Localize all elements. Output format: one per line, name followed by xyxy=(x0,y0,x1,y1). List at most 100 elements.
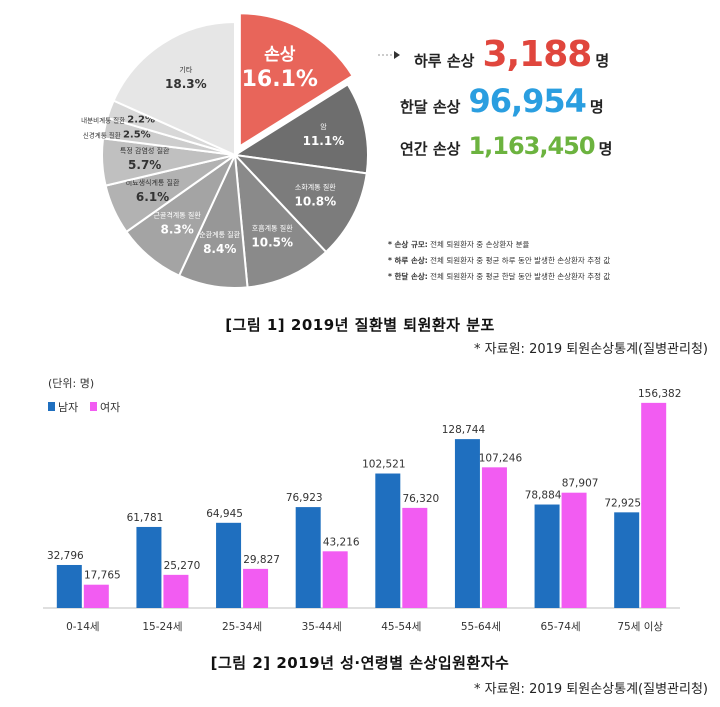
figure1-caption: [그림 1] 2019년 질환별 퇴원환자 분포 xyxy=(225,316,495,334)
pie-slice-name: 호흡계통 질환 xyxy=(252,223,293,232)
pie-label: 내분비계통 질환 2.2% xyxy=(81,114,155,125)
bar-male xyxy=(534,504,560,608)
pie-slice-name: 근골격계통 질환 xyxy=(153,211,201,220)
unit-label: (단위: 명) xyxy=(48,377,94,390)
stat-yearly-value: 1,163,450 xyxy=(468,132,595,160)
pie-slice-value: 2.5% xyxy=(123,129,151,140)
pie-slice xyxy=(238,12,354,149)
bar-female xyxy=(481,467,507,608)
stat-yearly: 연간 손상 1,163,450 명 xyxy=(400,132,612,160)
bar-value-label: 78,884 xyxy=(525,490,562,502)
x-tick-label: 15-24세 xyxy=(142,621,182,633)
x-tick-label: 65-74세 xyxy=(540,621,580,633)
pie-label: 순환계통 질환 8.4% xyxy=(199,230,240,256)
legend-label: 남자 xyxy=(58,401,78,414)
bar-value-label: 64,945 xyxy=(206,508,243,520)
pie-slice-name: 암 xyxy=(320,123,327,131)
pie-slice xyxy=(233,152,328,289)
bar-value-label: 156,382 xyxy=(638,388,681,400)
pie-label: 근골격계통 질환 8.3% xyxy=(153,211,201,237)
pie-slice-name: 내분비계통 질환 xyxy=(81,115,125,124)
legend: 남자 여자 xyxy=(48,401,120,414)
pie-slice-value: 8.3% xyxy=(160,223,193,237)
pie-slice-name: 순환계통 질환 xyxy=(199,230,240,239)
bar-value-label: 25,270 xyxy=(164,560,201,572)
bar-female xyxy=(561,492,587,608)
pie-slice xyxy=(232,153,368,254)
x-tick-label: 25-34세 xyxy=(222,621,262,633)
bar-value-label: 87,907 xyxy=(562,478,599,490)
pie-slice-value: 8.4% xyxy=(203,242,236,256)
bar-female xyxy=(163,574,189,608)
pie-slice-name: 소화계통 질환 xyxy=(295,183,336,192)
bar-value-label: 32,796 xyxy=(47,550,84,562)
pie-slice-name: 기타 xyxy=(179,65,192,74)
bar-male xyxy=(56,564,82,608)
pie-slice-name: 손상 xyxy=(264,45,296,65)
legend-swatch xyxy=(90,402,97,411)
definition-notes: * 손상 규모: 전체 퇴원환자 중 손상환자 분율 * 하루 손상: 전체 퇴… xyxy=(388,237,610,285)
note-scale: * 손상 규모: 전체 퇴원환자 중 손상환자 분율 xyxy=(388,240,530,249)
pie-label: 호흡계통 질환 10.5% xyxy=(251,223,293,249)
stat-daily: 하루 손상 3,188 명 xyxy=(414,34,609,75)
pie-slice-value: 6.1% xyxy=(136,190,169,204)
pie-slice-value: 5.7% xyxy=(128,158,161,172)
bar-value-label: 76,923 xyxy=(286,492,323,504)
note-monthly: * 한달 손상: 전체 퇴원환자 중 평균 한달 동안 발생한 손상환자 추정 … xyxy=(388,272,611,281)
arrow-icon xyxy=(378,51,400,59)
pie-label: 기타 18.3% xyxy=(165,65,207,91)
stat-yearly-unit: 명 xyxy=(598,140,613,158)
bar-value-label: 128,744 xyxy=(442,424,486,436)
bar-male xyxy=(454,439,480,608)
pie-slice-name: 비뇨생식계통 질환 xyxy=(126,178,180,187)
bar-female xyxy=(322,551,348,608)
bar-female xyxy=(243,568,269,608)
stat-monthly-unit: 명 xyxy=(589,98,604,116)
pie-label: 소화계통 질환 10.8% xyxy=(295,183,337,209)
bar-female xyxy=(83,584,109,608)
figure2-source: * 자료원: 2019 퇴원손상통계(질병관리청) xyxy=(474,682,708,697)
bar-female xyxy=(402,507,428,608)
bar-male xyxy=(295,507,321,608)
pie-slice xyxy=(112,20,236,157)
x-tick-label: 0-14세 xyxy=(66,621,100,633)
stat-monthly-value: 96,954 xyxy=(468,82,586,120)
bar-value-label: 17,765 xyxy=(84,570,121,582)
pie-label: 신경계통 질환 2.5% xyxy=(83,129,151,140)
bar-male xyxy=(216,522,242,608)
x-tick-label: 55-64세 xyxy=(461,621,501,633)
bar-male xyxy=(136,526,162,608)
bar-value-label: 72,925 xyxy=(604,497,641,509)
bar-female xyxy=(641,402,667,608)
bar-value-label: 43,216 xyxy=(323,536,360,548)
pie-slice xyxy=(232,83,369,175)
bar-value-label: 102,521 xyxy=(362,459,405,471)
bar-value-label: 61,781 xyxy=(127,512,164,524)
pie-slice-value: 2.2% xyxy=(127,114,155,125)
stat-daily-label: 하루 손상 xyxy=(414,52,475,70)
pie-slice-value: 10.5% xyxy=(251,235,293,249)
pie-slice-value: 11.1% xyxy=(303,134,345,148)
stat-monthly: 한달 손상 96,954 명 xyxy=(400,82,604,120)
figure2-caption: [그림 2] 2019년 성·연령별 손상입원환자수 xyxy=(210,654,510,672)
pie-slice-value: 16.1% xyxy=(242,67,318,92)
bar-value-label: 29,827 xyxy=(243,554,280,566)
pie-slice-value: 10.8% xyxy=(295,195,337,209)
note-daily: * 하루 손상: 전체 퇴원환자 중 평균 하루 동안 발생한 손상환자 추정 … xyxy=(388,256,611,265)
figure1-source: * 자료원: 2019 퇴원손상통계(질병관리청) xyxy=(474,342,708,357)
legend-swatch xyxy=(48,402,55,411)
bar-male xyxy=(375,473,401,608)
bar-value-label: 107,246 xyxy=(479,452,523,464)
stat-daily-value: 3,188 xyxy=(482,34,592,75)
x-tick-label: 35-44세 xyxy=(302,621,342,633)
pie-slice-value: 18.3% xyxy=(165,77,207,91)
pie-slice-name: 신경계통 질환 xyxy=(83,130,121,139)
bar-value-label: 76,320 xyxy=(402,493,439,505)
stat-yearly-label: 연간 손상 xyxy=(400,140,461,158)
stat-monthly-label: 한달 손상 xyxy=(400,98,461,116)
pie-label: 비뇨생식계통 질환 6.1% xyxy=(126,178,180,204)
pie-label: 암 11.1% xyxy=(303,123,345,148)
stat-daily-unit: 명 xyxy=(595,52,610,70)
pie-slice-name: 특정 감염성 질환 xyxy=(120,146,170,155)
